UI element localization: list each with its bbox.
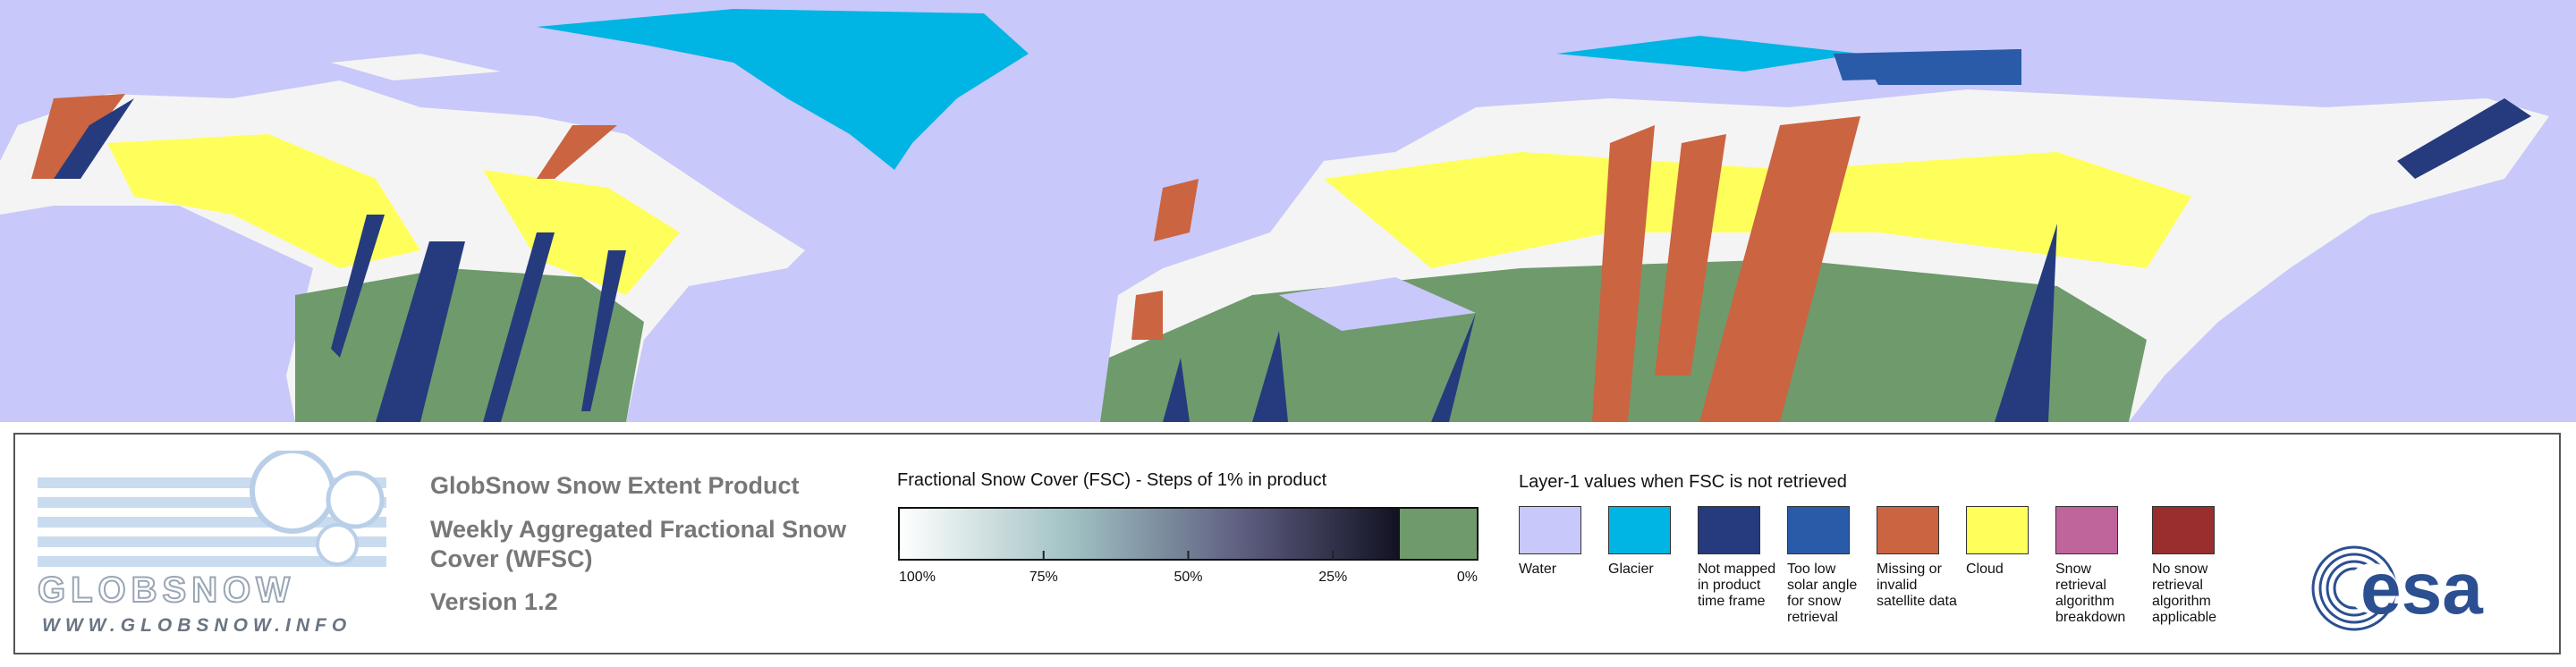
unmapped-swath (1163, 358, 1190, 422)
mediterranean (1279, 277, 1476, 331)
fsc-scale: 100% 75% 50% 25% 0% (898, 507, 1479, 585)
logo-graphic (38, 451, 386, 567)
layer1-title: Layer-1 values when FSC is not retrieved (1519, 472, 1847, 492)
esa-text: esa (2360, 548, 2484, 629)
legend-label: Too low solar angle for snow retrieval (1787, 561, 1858, 625)
missing-swath (1655, 134, 1726, 376)
product-version: Version 1.2 (430, 588, 558, 615)
legend-swatch (1877, 506, 1939, 554)
fsc-tick-label: 25% (1318, 570, 1347, 585)
missing-swath (537, 125, 617, 179)
logo-name: GLOBSNOW (37, 570, 295, 611)
uk-missing (1154, 179, 1199, 241)
legend-swatch (1519, 506, 1581, 554)
iberia-missing (1131, 291, 1163, 340)
legend-label: Missing or invalid satellite data (1877, 561, 1957, 609)
legend-label: No snow retrieval algorithm applicable (2152, 561, 2217, 625)
unmapped-swath (376, 241, 465, 422)
unmapped-swath (331, 215, 385, 358)
unmapped-swath (2397, 98, 2531, 179)
legend-swatch (1787, 506, 1850, 554)
legend-label: Glacier (1608, 561, 1654, 577)
logo-url: WWW.GLOBSNOW.INFO (42, 615, 352, 636)
unmapped-swath (54, 98, 134, 179)
unmapped-swath (483, 232, 555, 422)
legend-label: Water (1519, 561, 1557, 577)
na-cloud (107, 134, 420, 268)
legend-swatch (1698, 506, 1760, 554)
legend-label: Not mapped in product time frame (1698, 561, 1776, 609)
fsc-tick-label: 75% (1030, 570, 1058, 585)
unmapped-swath (581, 250, 626, 411)
fsc-tick-label: 0% (1457, 570, 1478, 585)
arctic-island (331, 54, 501, 80)
product-title: GlobSnow Snow Extent Product (430, 472, 800, 499)
legend-swatch (1966, 506, 2029, 554)
na-cloud (483, 170, 680, 295)
na-snow-free (295, 268, 644, 422)
arctic-island (1556, 36, 1860, 72)
legend-panel: GLOBSNOW WWW.GLOBSNOW.INFO GlobSnow Snow… (13, 433, 2561, 654)
greenland (537, 9, 1029, 170)
legend-swatch (1608, 506, 1671, 554)
fsc-tick-label: 50% (1174, 570, 1202, 585)
missing-swath (31, 94, 125, 179)
legend-label: Cloud (1966, 561, 2004, 577)
map (0, 0, 2576, 422)
fsc-gradient (899, 508, 1400, 560)
missing-swath (1592, 125, 1655, 422)
layer1-items: Water Glacier Not mapped in product time f… (1519, 506, 2324, 649)
fsc-title: Fractional Snow Cover (FSC) - Steps of 1… (897, 470, 1327, 490)
product-subtitle: Weekly Aggregated Fractional Snow Cover … (430, 516, 847, 572)
novaya-zemlya (1834, 49, 2021, 80)
fsc-tick-label: 100% (899, 570, 936, 585)
legend-label: Snow retrieval algorithm breakdown (2055, 561, 2126, 625)
unmapped-swath (1995, 224, 2057, 422)
fsc-snow-free (1400, 508, 1478, 560)
esa-logo: esa (2311, 545, 2484, 631)
legend-swatch (2055, 506, 2118, 554)
legend-swatch (2152, 506, 2215, 554)
missing-swath (1699, 116, 1860, 422)
unmapped-swath (1252, 331, 1288, 422)
unmapped-swath (1431, 313, 1476, 422)
